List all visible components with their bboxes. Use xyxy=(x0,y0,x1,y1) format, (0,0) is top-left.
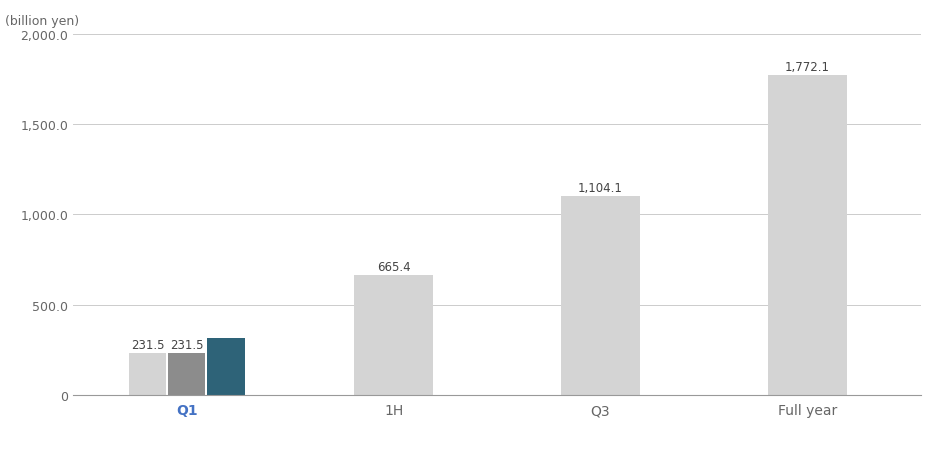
Text: 665.4: 665.4 xyxy=(377,260,410,273)
Bar xyxy=(561,196,639,395)
Text: 231.5: 231.5 xyxy=(131,339,164,352)
Text: 317.1: 317.1 xyxy=(208,323,244,336)
Bar xyxy=(355,275,433,395)
Text: (billion yen): (billion yen) xyxy=(6,15,80,28)
Text: 231.5: 231.5 xyxy=(170,339,203,352)
Text: 1,104.1: 1,104.1 xyxy=(578,182,622,194)
Bar xyxy=(168,354,205,395)
Text: 1,772.1: 1,772.1 xyxy=(784,61,829,74)
Bar xyxy=(768,76,846,395)
Bar xyxy=(129,354,166,395)
Bar xyxy=(208,338,244,395)
